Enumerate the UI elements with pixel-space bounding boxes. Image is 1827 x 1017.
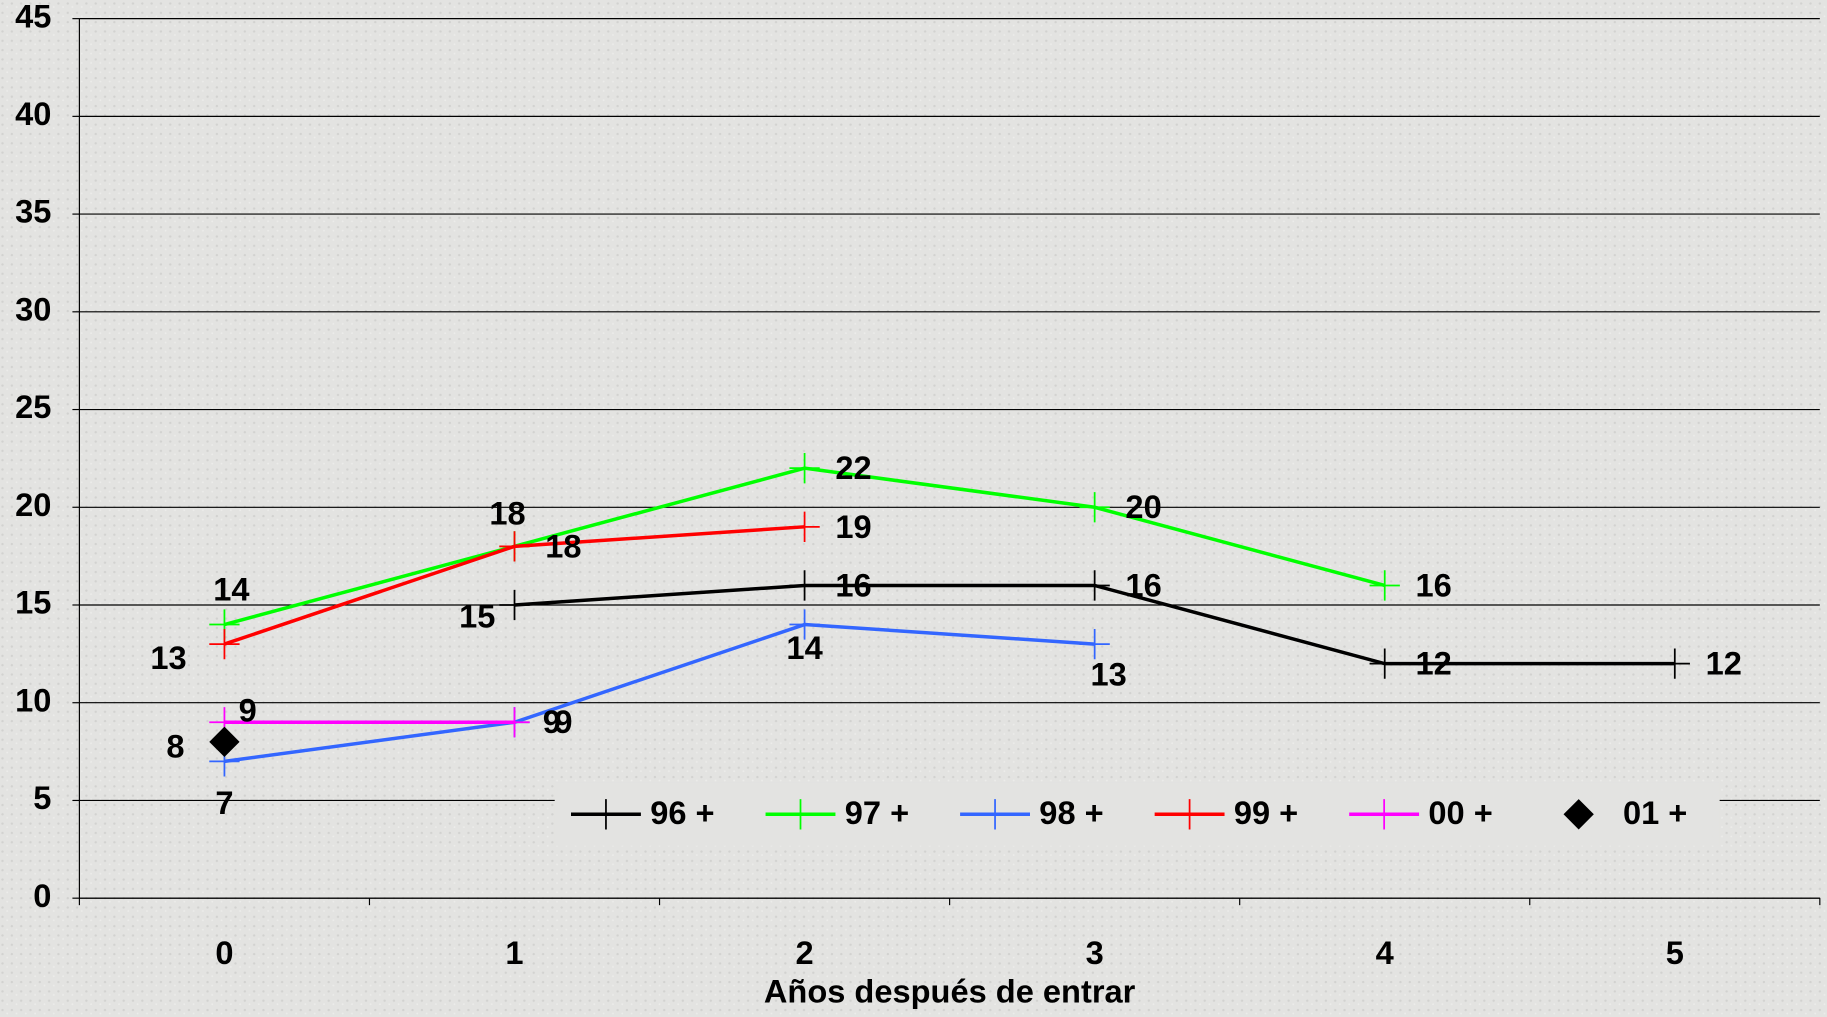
data-label: 22 (835, 449, 871, 486)
data-point (499, 707, 530, 738)
data-point (1079, 492, 1110, 523)
y-tick-label: 20 (15, 486, 51, 523)
y-tick-label: 35 (15, 193, 51, 230)
data-point (499, 531, 530, 562)
data-point (209, 726, 240, 757)
legend-label: 97 + (845, 794, 909, 831)
legend-marker (1368, 799, 1400, 830)
data-label: 14 (786, 629, 822, 666)
y-tick-label: 0 (33, 877, 51, 914)
data-label: 9 (239, 692, 257, 729)
data-point (789, 609, 820, 640)
y-tick-label: 40 (15, 95, 51, 132)
data-label: 12 (1416, 645, 1452, 682)
data-point (1369, 648, 1400, 679)
data-point (789, 511, 820, 542)
y-tick-label: 15 (15, 584, 51, 621)
data-point (499, 589, 530, 621)
data-point (789, 570, 820, 601)
legend-marker (590, 799, 622, 830)
data-point (1079, 628, 1110, 660)
y-tick-label: 45 (15, 0, 51, 34)
legend-label: 00 + (1428, 794, 1492, 831)
data-label: 9 (554, 703, 572, 740)
data-label: 19 (835, 508, 871, 545)
legend-marker (1174, 799, 1205, 830)
x-axis-title: Años después de entrar (764, 972, 1136, 1009)
data-label: 18 (489, 495, 525, 532)
data-label: 18 (545, 527, 581, 564)
data-label: 9 (543, 703, 561, 740)
data-label: 16 (1125, 566, 1161, 603)
legend-label: 96 + (650, 794, 714, 831)
legend-label: 01 + (1623, 794, 1687, 831)
x-tick-label: 2 (796, 934, 814, 971)
legend-label: 98 + (1039, 794, 1103, 831)
data-label: 12 (1706, 645, 1742, 682)
data-point (1079, 570, 1110, 601)
legend-label: 99 + (1234, 794, 1298, 831)
data-label: 20 (1125, 488, 1161, 525)
data-point (209, 628, 240, 660)
y-tick-label: 30 (15, 290, 51, 327)
x-tick-label: 3 (1086, 934, 1104, 971)
data-label: 7 (215, 784, 233, 821)
x-tick-label: 0 (215, 934, 233, 971)
data-label: 8 (166, 727, 184, 764)
data-point (789, 453, 820, 484)
data-point (1369, 570, 1400, 601)
data-label: 16 (835, 566, 871, 603)
legend: 96 + 97 + 98 + 99 + 00 + 01 + (554, 782, 1720, 846)
data-label: 14 (213, 571, 249, 608)
legend-marker (785, 799, 816, 830)
legend-marker (979, 799, 1011, 830)
y-tick-label: 25 (15, 388, 51, 425)
data-label: 13 (150, 639, 186, 676)
y-tick-label: 10 (15, 681, 51, 718)
x-tick-label: 5 (1666, 934, 1684, 971)
legend-box (554, 782, 1720, 846)
series-line (224, 622, 1095, 764)
y-tick-label: 5 (33, 779, 51, 816)
x-tick-label: 4 (1376, 934, 1394, 971)
data-label: 15 (459, 598, 495, 635)
data-label: 13 (1090, 655, 1126, 692)
data-label: 16 (1416, 566, 1452, 603)
x-tick-label: 1 (505, 934, 523, 971)
data-point (1659, 648, 1690, 679)
